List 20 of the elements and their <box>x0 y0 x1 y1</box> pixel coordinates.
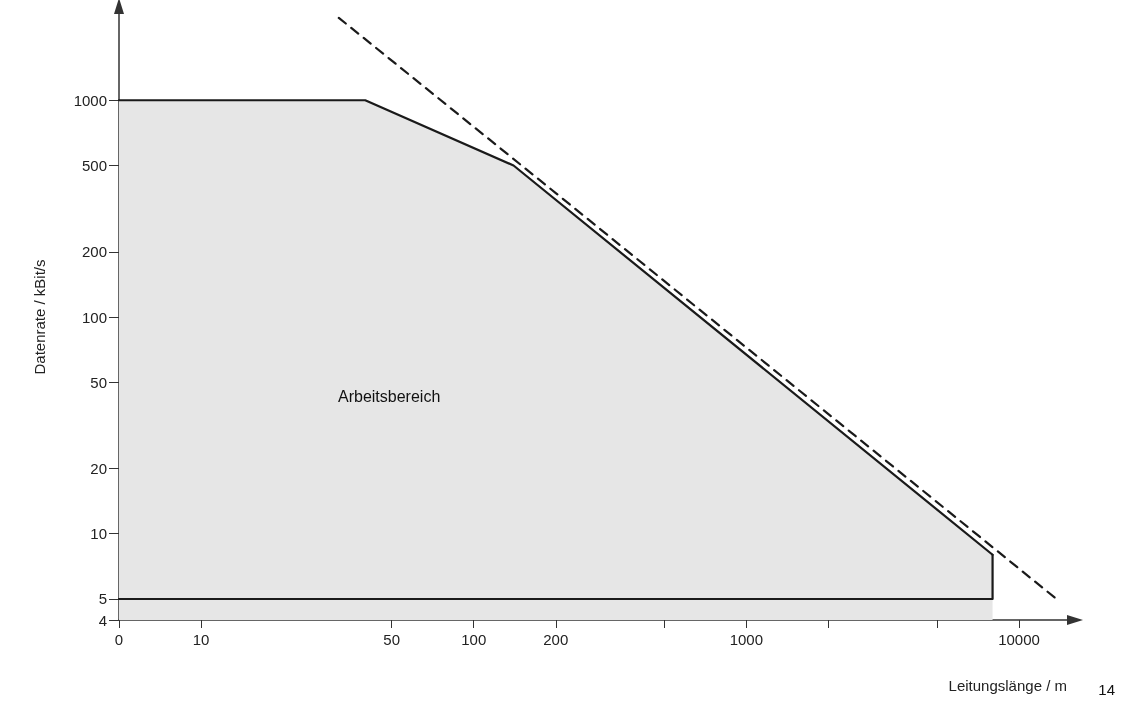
y-tick-label: 1000 <box>73 91 107 109</box>
x-tick-label: 10 <box>192 631 210 648</box>
y-tick-label: 200 <box>81 243 107 261</box>
y-tick-label: 50 <box>90 373 107 391</box>
x-tick-label: 0 <box>114 631 124 648</box>
y-tick-label: 5 <box>98 590 107 608</box>
x-tick-label: 100 <box>461 631 487 648</box>
y-tick-label: 10 <box>90 525 107 543</box>
y-tick-label: 500 <box>81 157 107 174</box>
y-axis-title: Datenrate / kBit/s <box>31 259 48 375</box>
annotation: Arbeitsbereich <box>338 387 441 405</box>
x-axis-title: Leitungslänge / m <box>948 677 1067 694</box>
x-tick-label: 50 <box>383 631 400 648</box>
x-tick-label: 200 <box>543 631 569 648</box>
y-tick-label: 4 <box>98 611 107 629</box>
x-tick-label: 10000 <box>998 631 1040 648</box>
text: 14 <box>1098 681 1115 698</box>
x-tick-label: 1000 <box>729 631 764 648</box>
y-tick-label: 100 <box>81 308 107 326</box>
y-tick-label: 20 <box>90 460 107 477</box>
